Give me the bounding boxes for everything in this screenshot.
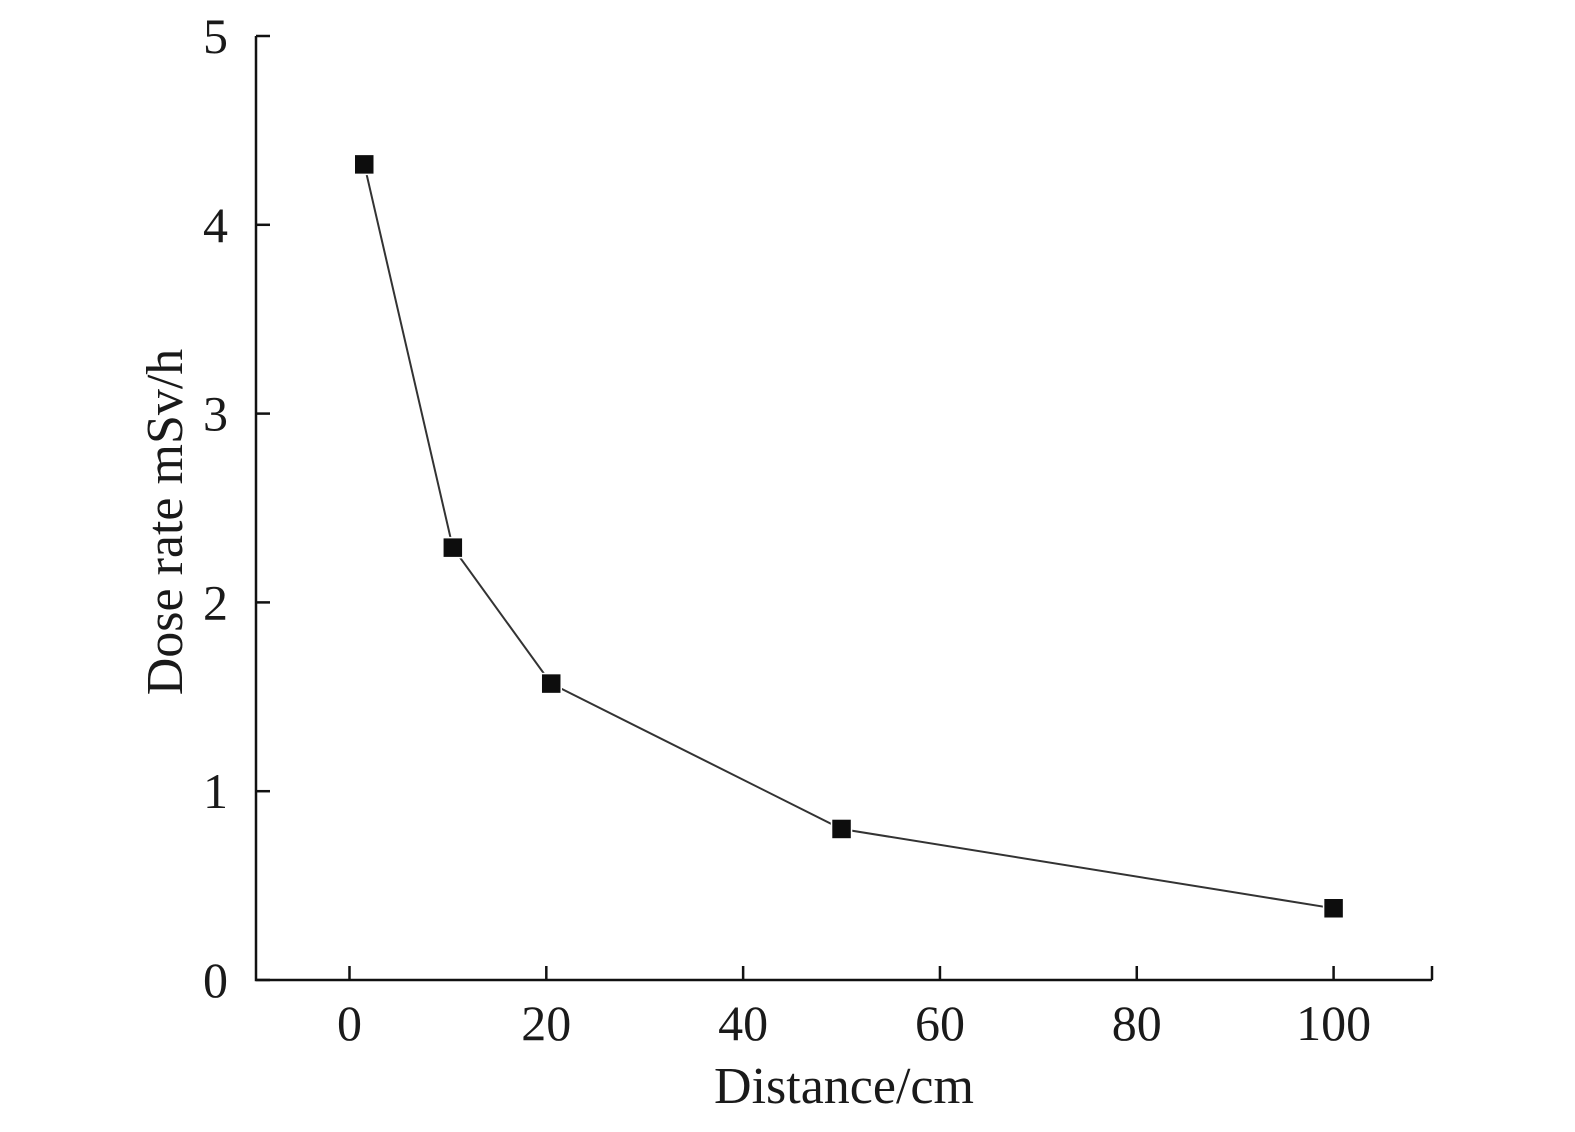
y-axis-title: Dose rate mSv/h [137,349,194,696]
data-point-marker [540,672,562,695]
y-axis-ticks: 0 1 2 3 4 5 [203,8,270,1008]
x-tick-label: 80 [1112,995,1162,1051]
y-tick-label: 4 [203,197,228,253]
data-series [353,153,1345,920]
x-tick-label: 60 [915,995,965,1051]
data-point-marker [442,536,464,559]
x-tick-label: 0 [337,995,362,1051]
x-tick-label: 20 [521,995,571,1051]
series-line [363,164,1334,910]
data-point-marker [830,818,853,840]
y-tick-label: 3 [203,386,228,442]
y-tick-label: 0 [203,952,228,1008]
x-tick-label: 40 [718,995,768,1051]
x-axis-ticks: 0 20 40 60 80 100 [337,966,1434,1051]
y-tick-label: 2 [203,574,228,630]
x-tick-label: 100 [1296,995,1371,1051]
data-point-marker [353,153,376,176]
x-axis-title: Distance/cm [714,1058,974,1115]
y-tick-label: 5 [203,8,228,64]
data-point-marker [1322,897,1345,920]
y-tick-label: 1 [203,763,228,819]
